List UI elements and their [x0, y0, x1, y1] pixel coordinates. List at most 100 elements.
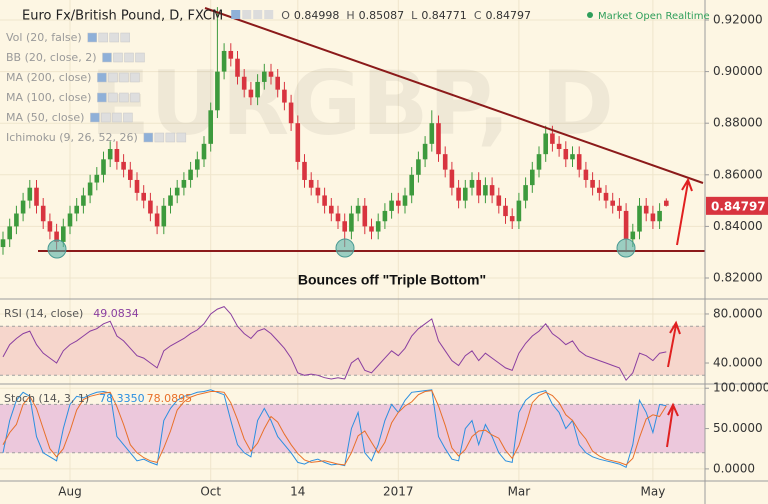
- candle-body: [362, 205, 368, 227]
- candle-body: [463, 187, 468, 201]
- candle-body: [637, 205, 642, 232]
- candle-body: [262, 71, 267, 82]
- indicator-icon: [101, 112, 111, 123]
- candle-body: [61, 226, 66, 242]
- band: [0, 404, 705, 453]
- candle-body: [94, 174, 100, 183]
- candle-body: [489, 185, 495, 196]
- candle-body: [449, 169, 455, 188]
- candle-body: [342, 221, 347, 232]
- candle-body: [623, 210, 629, 240]
- candle-body: [416, 159, 421, 175]
- indicator-icon: [130, 92, 140, 103]
- candle-body: [563, 149, 569, 160]
- status-dot: [587, 12, 593, 18]
- candle-body: [174, 187, 180, 196]
- indicator-label: Stoch (14, 3, 1): [4, 392, 89, 405]
- candle-body: [215, 71, 220, 111]
- candle-body: [570, 154, 575, 160]
- candle-body: [154, 213, 160, 227]
- candle-body: [523, 185, 528, 201]
- candle-body: [141, 192, 146, 201]
- arrow: [667, 320, 681, 368]
- candle-body: [27, 187, 33, 201]
- indicator-icon: [90, 112, 100, 123]
- candle-body: [248, 89, 254, 98]
- candle-body: [409, 174, 414, 196]
- candle-body: [617, 205, 622, 211]
- ohlc-value: 0.84797: [486, 9, 532, 22]
- indicator-icon: [108, 72, 118, 83]
- ohlc-key: L: [411, 9, 418, 22]
- candle-body: [201, 143, 207, 160]
- indicator-icon: [176, 132, 187, 143]
- indicator-line: [2, 306, 667, 382]
- candle-body: [322, 195, 327, 206]
- ohlc-value: 0.85087: [359, 9, 405, 22]
- candle-body: [369, 226, 374, 232]
- candle-body: [181, 179, 187, 188]
- candle-body: [208, 110, 213, 144]
- y-tick-label: 80.0000: [713, 306, 763, 320]
- candle-body: [7, 226, 12, 240]
- candle-body: [469, 179, 475, 188]
- indicator-icon: [109, 32, 119, 43]
- ohlc-key: H: [346, 9, 354, 22]
- arrow: [666, 402, 679, 448]
- band: [0, 326, 705, 376]
- candle-body: [664, 200, 669, 206]
- candle-body: [375, 221, 381, 232]
- indicator-icon: [119, 72, 129, 83]
- indicator-label: Ichimoku (9, 26, 52, 26): [6, 131, 138, 144]
- grid: [0, 0, 705, 481]
- candle-body: [630, 231, 636, 240]
- y-tick-label: 0.84000: [713, 219, 763, 233]
- indicator-icon: [102, 52, 112, 63]
- arrows: [666, 177, 693, 448]
- indicator-icon: [143, 132, 154, 143]
- candle-body: [148, 200, 153, 214]
- indicator-icon: [123, 112, 133, 123]
- candle-body: [40, 205, 46, 222]
- header-icon: [231, 10, 241, 19]
- indicator-line: [2, 390, 667, 466]
- indicator-icon: [124, 52, 134, 63]
- x-tick-label: Mar: [508, 485, 531, 499]
- candle-body: [188, 169, 193, 180]
- candle-body: [543, 133, 548, 155]
- indicator-icon: [98, 32, 108, 43]
- candle-body: [389, 200, 394, 211]
- status: Market Open Realtime: [598, 11, 710, 22]
- x-tick-label: 14: [290, 485, 305, 499]
- candle-body: [590, 179, 595, 188]
- y-tick-label: 100.0000: [713, 381, 768, 395]
- candle-body: [396, 200, 401, 206]
- candle-body: [442, 154, 448, 170]
- indicator-value: 78.3350: [99, 392, 145, 405]
- indicator-icon: [135, 52, 145, 63]
- last-price-label: 0.84797: [711, 199, 766, 213]
- candle-body: [221, 50, 227, 72]
- candle-body: [315, 187, 321, 196]
- candle-body: [54, 231, 59, 242]
- y-tick-label: 0.0000: [713, 461, 755, 475]
- candle-body: [576, 154, 582, 170]
- candle-body: [47, 221, 53, 232]
- candle-body: [308, 179, 314, 188]
- bottom-marker: [47, 239, 67, 259]
- annotation: Bounces off "Triple Bottom": [298, 272, 486, 288]
- candle-body: [161, 205, 167, 227]
- candle-body: [268, 71, 274, 77]
- trendline: [204, 7, 704, 184]
- x-tick-label: Oct: [200, 485, 221, 499]
- y-tick-label: 0.82000: [713, 271, 763, 285]
- marks: [0, 7, 669, 469]
- candle-body: [603, 192, 609, 201]
- chart-title: Euro Fx/British Pound, D, FXCM: [22, 9, 223, 24]
- header-icon: [264, 10, 274, 19]
- candle-body: [87, 182, 93, 196]
- ohlc-value: 0.84771: [421, 9, 467, 22]
- y-tick-label: 0.92000: [713, 12, 763, 26]
- header-icon: [242, 10, 252, 19]
